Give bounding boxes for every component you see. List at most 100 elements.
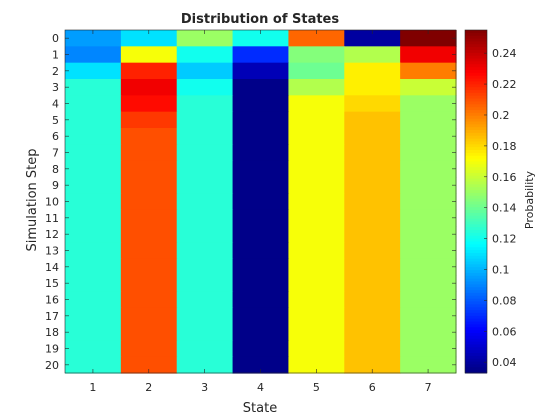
heatmap-cell [65,79,122,96]
colorbar-segment [465,281,487,285]
colorbar-segment [465,124,487,128]
y-tick-label: 1 [52,49,59,62]
heatmap-cell [176,79,234,96]
heatmap-cell [65,160,122,178]
heatmap-cell [232,62,290,80]
heatmap-cell [232,193,290,211]
colorbar-segment [465,215,487,220]
heatmap-cell [176,177,234,194]
heatmap-cell [400,79,457,96]
heatmap-cell [288,79,345,96]
colorbar-segment [465,172,487,177]
colorbar-segment [465,238,487,243]
heatmap-cell [344,275,401,292]
colorbar-segment [465,175,487,180]
heatmap-cell [176,95,234,113]
heatmap-cell [65,46,122,64]
heatmap-cell [120,30,178,47]
heatmap-cell [344,111,401,129]
colorbar-segment [465,135,487,140]
heatmap-cell [288,340,345,358]
colorbar-segment [465,152,487,157]
colorbar-segment [465,312,487,317]
heatmap-cell [288,307,345,325]
colorbar-segment [465,84,487,88]
heatmap-cell [176,226,234,243]
y-tick-label: 10 [45,196,59,209]
y-tick-label: 0 [52,32,59,45]
heatmap-cell [232,46,290,64]
colorbar-segment [465,232,487,237]
colorbar-segment [465,324,487,328]
x-tick-label: 2 [145,381,152,394]
colorbar-segment [465,112,487,117]
colorbar-segment [465,161,487,165]
colorbar-segment [465,75,487,80]
y-tick-label: 12 [45,228,59,241]
heatmap-cell [232,111,290,129]
heatmap-cell [232,242,290,260]
heatmap-cell [176,111,234,129]
heatmap-cell [176,160,234,178]
heatmap-cell [232,177,290,194]
colorbar-segment [465,252,487,257]
heatmap-cell [176,62,234,80]
colorbar-segment [465,81,487,85]
heatmap-cell [65,226,122,243]
heatmap-cell [344,356,401,374]
heatmap-cell [120,226,178,243]
y-tick-label: 13 [45,245,59,258]
heatmap-cell [120,324,178,341]
heatmap-cell [120,160,178,178]
heatmap-cell [344,95,401,113]
colorbar-segment [465,327,487,331]
colorbar-segment [465,132,487,137]
heatmap-cell [176,356,234,374]
heatmap-cell [400,340,457,358]
heatmap-cell [176,340,234,358]
y-tick-label: 18 [45,326,59,339]
heatmap-cell [176,242,234,260]
colorbar-segment [465,287,487,291]
colorbar-segment [465,58,487,62]
colorbar-tick-label: 0.2 [492,109,510,122]
heatmap-cell [400,193,457,211]
heatmap-cell [344,291,401,309]
x-axis-ticks: 1 2 3 4 5 6 7 [89,30,432,394]
heatmap-cell [288,160,345,178]
heatmap-cell [344,177,401,194]
heatmap-cell [232,209,290,227]
colorbar-ticks: 0.04 0.06 0.08 0.1 0.12 0.14 0.16 0.18 0.2 0.22 0.… [484,47,517,369]
heatmap-cell [232,258,290,276]
colorbar-segment [465,118,487,122]
y-tick-label: 6 [52,130,59,143]
colorbar-segment [465,301,487,305]
heatmap-cell [176,307,234,325]
heatmap-cell [400,291,457,309]
heatmap-cell [65,242,122,260]
heatmap-cell [120,95,178,113]
y-tick-label: 5 [52,114,59,127]
colorbar-segment [465,347,487,351]
heatmap-cell [120,209,178,227]
heatmap-cell [65,128,122,145]
y-tick-label: 7 [52,147,59,160]
colorbar-segment [465,184,487,188]
colorbar-segment [465,270,487,274]
heatmap-cell [232,275,290,292]
colorbar-segment [465,155,487,160]
colorbar-segment [465,350,487,354]
colorbar-frame [464,29,488,374]
heatmap-cell [120,193,178,211]
colorbar-segment [465,261,487,265]
heatmap-cell [400,128,457,145]
y-tick-label: 16 [45,294,59,307]
heatmap-cell [232,307,290,325]
colorbar-segment [465,38,487,42]
colorbar-segment [465,212,487,217]
heatmap-cell [400,144,457,162]
x-tick-label: 4 [257,381,264,394]
y-tick-label: 11 [45,212,59,225]
